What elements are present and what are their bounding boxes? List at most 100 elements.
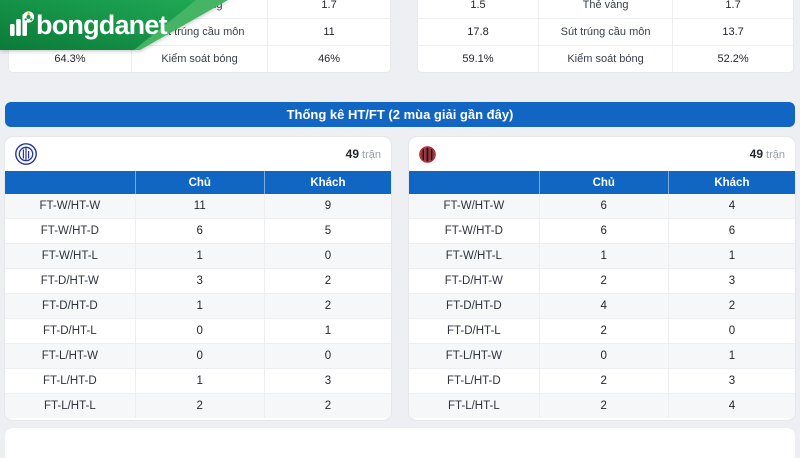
htft-row: FT-W/HT-W 11 9 (5, 194, 391, 218)
matches-number: 49 (345, 147, 360, 161)
htft-home-value: 3 (134, 269, 264, 293)
htft-row: FT-D/HT-L 0 1 (5, 318, 391, 343)
header-home-col: Chủ (538, 171, 668, 194)
htft-row: FT-D/HT-D 4 2 (409, 293, 795, 318)
htft-away-value: 3 (263, 369, 391, 393)
htft-row: FT-W/HT-D 6 5 (5, 218, 391, 243)
htft-label: FT-W/HT-W (443, 200, 505, 212)
header-home-col: Chủ (134, 171, 264, 194)
htft-home-value: 1 (134, 369, 264, 393)
stat-label: Kiểm soát bóng (130, 46, 269, 72)
logo-banner-shape (0, 0, 196, 50)
htft-home-value: 6 (538, 219, 668, 243)
htft-label: FT-L/HT-L (43, 400, 96, 412)
htft-home-value: 0 (134, 319, 264, 343)
htft-label: FT-W/HT-L (41, 250, 98, 262)
htft-label: FT-L/HT-D (447, 375, 501, 387)
htft-section-header: Thống kê HT/FT (2 mùa giải gần đây) (5, 102, 795, 127)
htft-table-header: Chủ Khách (409, 171, 795, 194)
ac-milan-crest-icon (419, 145, 436, 163)
htft-away-value: 1 (667, 244, 795, 268)
htft-away-value: 0 (263, 344, 391, 368)
htft-row: FT-L/HT-D 1 3 (5, 368, 391, 393)
htft-label: FT-W/HT-D (40, 225, 99, 237)
htft-row: FT-D/HT-L 2 0 (409, 318, 795, 343)
htft-home-value: 1 (134, 294, 264, 318)
htft-away-value: 3 (667, 269, 795, 293)
htft-away-value: 2 (667, 294, 795, 318)
htft-label: FT-D/HT-D (446, 300, 502, 312)
htft-row: FT-W/HT-L 1 1 (409, 243, 795, 268)
matches-count: 49 trận (750, 147, 785, 161)
stat-label: Thẻ vàng (538, 0, 674, 18)
htft-home-value: 1 (134, 244, 264, 268)
stat-home-value: 17.8 (467, 26, 489, 38)
htft-away-value: 9 (263, 194, 391, 218)
htft-home-value: 2 (538, 269, 668, 293)
stat-home-value: 64.3% (54, 53, 86, 65)
htft-home-value: 2 (134, 394, 264, 418)
matches-number: 49 (749, 147, 764, 161)
htft-home-value: 2 (538, 369, 668, 393)
card-header: 49 trận (409, 137, 795, 171)
htft-home-value: 11 (134, 194, 264, 218)
htft-home-value: 6 (538, 194, 668, 218)
header-away-col: Khách (263, 171, 391, 194)
htft-home-value: 6 (134, 219, 264, 243)
htft-row: FT-L/HT-W 0 0 (5, 343, 391, 368)
stat-row: 1.5 Thẻ vàng 1.7 (418, 0, 793, 18)
matches-label: trận (362, 149, 381, 161)
htft-row: FT-D/HT-D 1 2 (5, 293, 391, 318)
htft-row: FT-L/HT-D 2 3 (409, 368, 795, 393)
bongdanet-logo[interactable]: bongdanet (0, 0, 232, 50)
matches-label: trận (766, 149, 785, 161)
stat-label: Sút trúng cầu môn (538, 19, 674, 45)
stat-away-value: 13.7 (722, 26, 744, 38)
stat-away-value: 46% (318, 53, 341, 65)
bar-chart-and-football-icon (10, 11, 35, 36)
header-away-col: Khách (667, 171, 795, 194)
logo-text: bongdanet (36, 10, 168, 40)
stat-away-value: 1.7 (321, 0, 337, 11)
htft-card-inter: 49 trận Chủ Khách FT-W/HT-W 11 9 FT-W/HT-D 6… (5, 137, 391, 420)
htft-card-milan: 49 trận Chủ Khách FT-W/HT-W 6 4 FT-W/HT-D 6 6… (409, 137, 795, 420)
htft-row: FT-L/HT-L 2 2 (5, 393, 391, 418)
htft-label: FT-D/HT-W (444, 275, 503, 287)
htft-row: FT-W/HT-D 6 6 (409, 218, 795, 243)
htft-away-value: 2 (263, 269, 391, 293)
header-empty-cell (409, 171, 539, 194)
htft-row: FT-D/HT-W 3 2 (5, 268, 391, 293)
htft-label: FT-L/HT-W (445, 350, 502, 362)
htft-home-value: 2 (538, 319, 668, 343)
htft-row: FT-W/HT-W 6 4 (409, 194, 795, 218)
htft-row: FT-D/HT-W 2 3 (409, 268, 795, 293)
htft-table-body: FT-W/HT-W 11 9 FT-W/HT-D 6 5 FT-W/HT-L 1 0 FT-… (5, 194, 391, 418)
header-empty-cell (5, 171, 135, 194)
stat-home-value: 1.5 (470, 0, 486, 11)
card-header: 49 trận (5, 137, 391, 171)
htft-label: FT-W/HT-L (445, 250, 502, 262)
next-section-card (5, 428, 795, 458)
htft-away-value: 0 (667, 319, 795, 343)
htft-home-value: 0 (134, 344, 264, 368)
stat-away-value: 1.7 (725, 0, 741, 11)
matches-count: 49 trận (346, 147, 381, 161)
htft-row: FT-L/HT-W 0 1 (409, 343, 795, 368)
stat-away-value: 11 (323, 26, 335, 38)
htft-label: FT-W/HT-W (39, 200, 101, 212)
htft-table-body: FT-W/HT-W 6 4 FT-W/HT-D 6 6 FT-W/HT-L 1 1 FT-D… (409, 194, 795, 418)
htft-label: FT-W/HT-D (444, 225, 503, 237)
htft-label: FT-D/HT-D (42, 300, 98, 312)
htft-away-value: 3 (667, 369, 795, 393)
htft-label: FT-D/HT-L (43, 325, 97, 337)
stat-row: 59.1% Kiểm soát bóng 52.2% (418, 45, 793, 72)
htft-home-value: 2 (538, 394, 668, 418)
htft-away-value: 6 (667, 219, 795, 243)
htft-away-value: 0 (263, 244, 391, 268)
htft-home-value: 4 (538, 294, 668, 318)
htft-row: FT-L/HT-L 2 4 (409, 393, 795, 418)
htft-label: FT-L/HT-W (41, 350, 98, 362)
htft-table-header: Chủ Khách (5, 171, 391, 194)
inter-crest-icon (15, 143, 37, 165)
htft-label: FT-D/HT-L (447, 325, 501, 337)
